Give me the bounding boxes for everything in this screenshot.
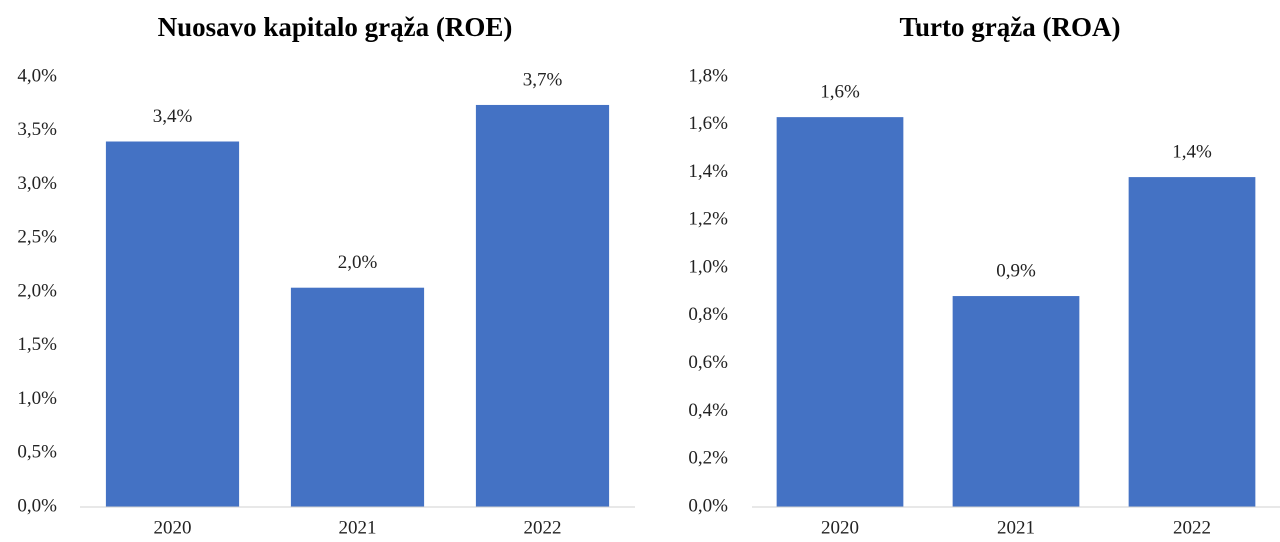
y-tick-label: 0,0% [688, 495, 728, 516]
y-tick-label: 1,0% [17, 388, 57, 409]
value-label: 2,0% [338, 252, 378, 273]
x-tick-label: 2020 [821, 517, 859, 538]
x-tick-label: 2021 [997, 517, 1035, 538]
bar [952, 296, 1080, 507]
y-tick-label: 0,4% [688, 400, 728, 421]
bar [105, 141, 240, 507]
y-tick-label: 3,5% [17, 119, 57, 140]
y-tick-label: 1,0% [688, 256, 728, 277]
bar [1128, 177, 1256, 507]
value-label: 1,4% [1172, 141, 1212, 162]
bar [290, 287, 425, 507]
y-tick-label: 0,2% [688, 448, 728, 469]
y-tick-label: 1,5% [17, 334, 57, 355]
x-tick-label: 2021 [339, 517, 377, 538]
x-tick-label: 2020 [154, 517, 192, 538]
y-tick-label: 0,8% [688, 304, 728, 325]
value-label: 1,6% [820, 81, 860, 102]
y-tick-label: 1,2% [688, 209, 728, 230]
y-tick-label: 0,0% [17, 495, 57, 516]
y-tick-label: 0,5% [17, 442, 57, 463]
value-label: 0,9% [996, 260, 1036, 281]
value-label: 3,7% [523, 69, 563, 90]
y-tick-label: 0,6% [688, 352, 728, 373]
x-tick-label: 2022 [1173, 517, 1211, 538]
y-tick-label: 3,0% [17, 173, 57, 194]
y-tick-label: 1,6% [688, 113, 728, 134]
y-tick-label: 1,4% [688, 161, 728, 182]
chart-title: Nuosavo kapitalo grąža (ROE) [158, 12, 513, 42]
y-tick-label: 2,0% [17, 280, 57, 301]
bar [475, 104, 610, 507]
y-tick-label: 1,8% [688, 65, 728, 86]
y-tick-label: 4,0% [17, 65, 57, 86]
chart-title: Turto grąža (ROA) [900, 12, 1121, 42]
bar [776, 117, 904, 507]
y-tick-label: 2,5% [17, 227, 57, 248]
value-label: 3,4% [153, 106, 193, 127]
x-tick-label: 2022 [524, 517, 562, 538]
